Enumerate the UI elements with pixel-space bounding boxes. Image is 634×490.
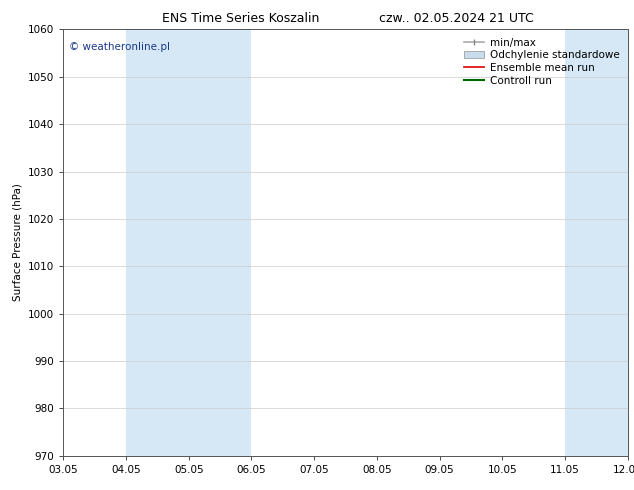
Bar — [189, 29, 252, 456]
Bar — [628, 29, 634, 456]
Legend: min/max, Odchylenie standardowe, Ensemble mean run, Controll run: min/max, Odchylenie standardowe, Ensembl… — [460, 35, 623, 89]
Text: czw.. 02.05.2024 21 UTC: czw.. 02.05.2024 21 UTC — [379, 12, 534, 25]
Y-axis label: Surface Pressure (hPa): Surface Pressure (hPa) — [13, 184, 23, 301]
Bar — [565, 29, 628, 456]
Text: © weatheronline.pl: © weatheronline.pl — [69, 42, 170, 52]
Bar — [126, 29, 189, 456]
Text: ENS Time Series Koszalin: ENS Time Series Koszalin — [162, 12, 320, 25]
